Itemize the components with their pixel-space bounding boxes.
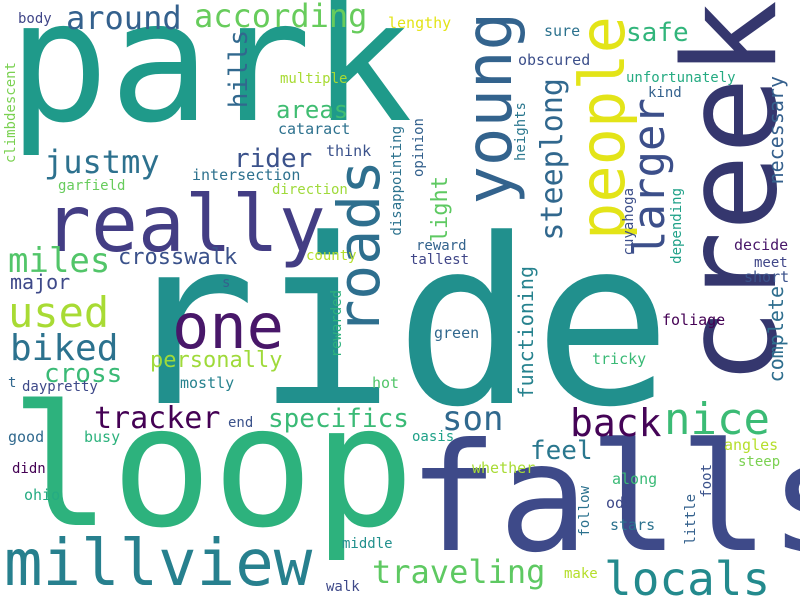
word-heights: heights [513, 102, 529, 162]
word-falls: falls [408, 412, 800, 586]
word-justmy: justmy [44, 143, 160, 181]
word-middle: middle [342, 536, 393, 552]
word-walk: walk [326, 579, 360, 595]
word-complete: complete [764, 286, 788, 383]
word-kind: kind [648, 85, 682, 101]
word-really: really [44, 180, 326, 270]
word-biked: biked [10, 328, 119, 369]
word-millview: millview [4, 527, 313, 600]
word-disappointing: disappointing [389, 126, 405, 236]
word-used: used [8, 288, 110, 337]
word-safe: safe [626, 18, 689, 48]
word-ohio: ohio [24, 486, 61, 504]
word-son: son [442, 399, 504, 439]
word-hot: hot [372, 374, 400, 392]
word-steep: steep [738, 454, 781, 470]
word-direction: direction [272, 182, 348, 198]
word-odd: odd [606, 494, 634, 512]
word-unfortunately: unfortunately [626, 70, 736, 86]
word-reward: reward [416, 238, 467, 254]
word-according: according [194, 0, 368, 35]
word-park: park [8, 0, 413, 160]
word-depending: depending [669, 188, 685, 264]
word-crosswalk: crosswalk [118, 245, 238, 270]
word-think: think [326, 142, 372, 160]
word-decide: decide [734, 236, 789, 254]
word-areas: areas [276, 96, 349, 124]
word-busy: busy [84, 428, 121, 446]
word-whether: whether [472, 459, 536, 477]
word-oasis: oasis [412, 429, 455, 445]
word-ride: ride [118, 191, 672, 458]
word-tracker: tracker [94, 401, 221, 436]
word-stars: stars [610, 516, 656, 534]
word-climbdescent: climbdescent [3, 62, 19, 164]
word-angles: angles [724, 436, 779, 454]
word-s: s [222, 275, 231, 291]
word-light: light [428, 176, 453, 243]
word-one: one [172, 290, 284, 363]
word-daypretty: daypretty [22, 379, 98, 395]
word-short: short [744, 268, 790, 286]
word-locals: locals [604, 552, 771, 600]
word-make: make [564, 566, 598, 582]
word-garfield: garfield [58, 178, 126, 194]
word-around: around [66, 0, 182, 37]
word-necessary: necessary [764, 76, 788, 185]
word-multiple: multiple [280, 71, 348, 87]
word-county: county [306, 248, 357, 264]
word-loop: loop [10, 369, 415, 565]
word-obscured: obscured [518, 51, 591, 69]
word-body: body [18, 11, 52, 27]
word-feel: feel [530, 436, 593, 466]
word-t: t [8, 375, 17, 391]
word-cross: cross [44, 359, 123, 389]
word-green: green [434, 324, 480, 342]
word-meet: meet [754, 255, 788, 271]
word-rewarded: rewarded [329, 290, 345, 358]
word-along: along [612, 470, 658, 488]
word-opinion: opinion [411, 118, 427, 178]
word-personally: personally [150, 348, 283, 373]
word-steeplong: steeplong [535, 78, 570, 241]
word-traveling: traveling [372, 553, 546, 591]
word-miles: miles [8, 241, 111, 281]
word-nice: nice [664, 394, 770, 445]
word-tallest: tallest [410, 252, 470, 268]
word-hills: hills [224, 30, 254, 109]
word-specifics: specifics [268, 404, 409, 434]
word-end: end [228, 415, 254, 431]
word-tricky: tricky [592, 350, 647, 368]
word-didn: didn [12, 461, 46, 477]
word-sure: sure [544, 22, 581, 40]
word-little: little [683, 494, 699, 545]
word-back: back [570, 401, 662, 445]
word-major: major [10, 270, 71, 294]
word-functioning: functioning [514, 266, 538, 399]
word-rider: rider [234, 144, 313, 174]
word-cataract: cataract [278, 120, 351, 138]
word-foliage: foliage [662, 311, 726, 329]
word-intersection: intersection [192, 166, 301, 184]
word-good: good [8, 428, 45, 446]
word-cuyahoga: cuyahoga [621, 188, 637, 256]
word-lengthy: lengthy [388, 14, 452, 32]
word-follow: follow [577, 486, 593, 537]
word-mostly: mostly [180, 374, 235, 392]
word-foot: foot [699, 464, 715, 498]
